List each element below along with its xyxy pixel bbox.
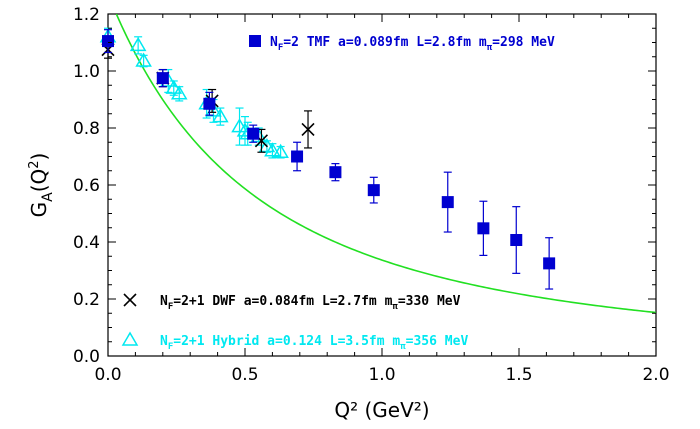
data-point: [156, 68, 169, 88]
fit-curve: [115, 14, 656, 314]
y-tick-label: 0.2: [73, 290, 100, 310]
data-point: [102, 29, 114, 54]
point-marker: [301, 122, 315, 136]
point-marker: [212, 108, 229, 123]
data-point: [254, 128, 269, 153]
point-marker: [264, 142, 281, 157]
data-point: [135, 52, 152, 68]
point-marker: [258, 138, 276, 153]
data-points-layer: [99, 27, 556, 290]
data-point: [441, 171, 454, 233]
data-point: [543, 237, 556, 290]
data-point: [272, 143, 289, 159]
data-point: [510, 206, 523, 274]
point-marker: [272, 143, 289, 158]
point-marker: [543, 257, 556, 270]
legend-marker: [123, 293, 137, 307]
point-marker: [205, 102, 222, 117]
point-marker: [156, 72, 169, 85]
point-marker: [477, 222, 490, 235]
legend-marker: [249, 35, 261, 47]
y-tick-label: 1.0: [73, 62, 100, 82]
tick-labels: 0.0 0.5 1.0 1.5 2.0 0.0 0.2 0.4 0.6 0.8 1.0 1.2: [73, 5, 670, 385]
legend-label: NF=2+1 DWF a=0.084fm L=2.7fm mπ=330 MeV: [160, 294, 461, 312]
legend: NF=2 TMF a=0.089fm L=2.8fm mπ=298 MeV NF=…: [121, 35, 555, 352]
point-marker: [291, 150, 304, 163]
y-tick-label: 0.8: [73, 119, 100, 139]
data-point: [291, 141, 304, 172]
data-point: [329, 163, 342, 182]
y-tick-label: 0.6: [73, 176, 100, 196]
point-marker: [170, 85, 188, 100]
point-marker: [247, 127, 260, 140]
point-marker: [510, 234, 523, 247]
data-point: [212, 107, 229, 126]
y-tick-label: 0.4: [73, 233, 100, 253]
svg-text:GA(Q2): GA(Q2): [27, 153, 56, 218]
legend-label: NF=2+1 Hybrid a=0.124 L=3.5fm mπ=356 MeV: [160, 334, 468, 352]
data-point: [129, 36, 147, 55]
legend-entry: NF=2+1 Hybrid a=0.124 L=3.5fm mπ=356 MeV: [121, 331, 468, 352]
legend-label: NF=2 TMF a=0.089fm L=2.8fm mπ=298 MeV: [270, 35, 555, 53]
data-point: [301, 110, 315, 149]
point-marker: [135, 52, 152, 67]
fit-curve-layer: [115, 14, 656, 314]
point-marker: [441, 196, 454, 209]
point-marker: [129, 36, 147, 52]
y-axis-title: GA(Q2): [27, 153, 56, 218]
y-tick-label: 0.0: [73, 347, 100, 367]
data-point: [170, 85, 188, 102]
x-tick-label: 1.5: [505, 365, 532, 385]
data-point: [247, 124, 260, 143]
point-marker: [231, 118, 248, 133]
data-point: [367, 176, 380, 204]
point-marker: [102, 35, 114, 48]
y-tick-label: 1.2: [73, 5, 100, 25]
x-axis-title: Q² (GeV²): [334, 398, 429, 422]
x-tick-label: 0.5: [231, 365, 258, 385]
point-marker: [203, 97, 216, 110]
point-marker: [367, 184, 380, 197]
data-point: [477, 200, 490, 256]
legend-marker: [121, 331, 139, 346]
x-tick-label: 0.0: [94, 365, 121, 385]
x-tick-label: 2.0: [642, 365, 669, 385]
legend-entry: NF=2 TMF a=0.089fm L=2.8fm mπ=298 MeV: [249, 35, 555, 53]
x-tick-label: 1.0: [368, 365, 395, 385]
data-point: [203, 91, 216, 116]
legend-entry: NF=2+1 DWF a=0.084fm L=2.7fm mπ=330 MeV: [123, 293, 461, 312]
point-marker: [329, 166, 342, 179]
